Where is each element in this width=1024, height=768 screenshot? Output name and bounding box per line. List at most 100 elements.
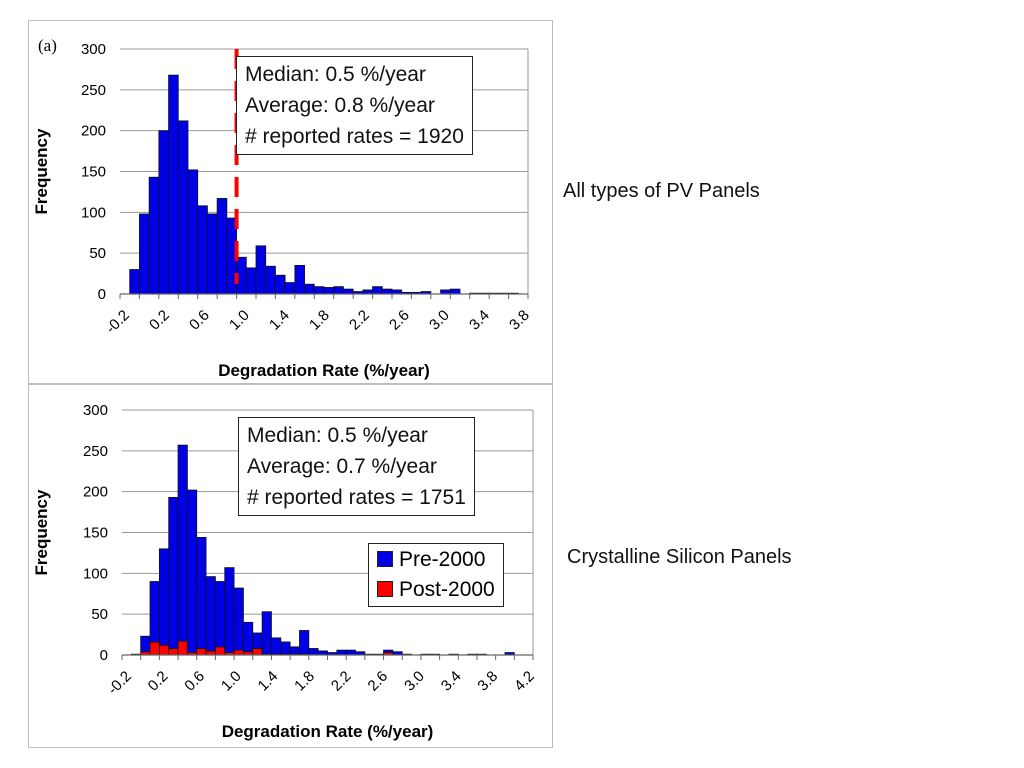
y-tick-label: 250 [83,443,108,460]
histogram-bar [333,286,344,295]
x-tick-label: 2.6 [386,307,413,334]
x-tick-label: 1.8 [291,668,318,695]
histogram-bar [149,641,160,656]
y-tick-label: 300 [81,41,106,58]
y-axis-label: Frequency [32,489,51,576]
bottom-count: # reported rates = 1751 [247,486,466,509]
y-tick-label: 0 [100,647,108,664]
histogram-bar [177,640,188,656]
legend-swatch-post [377,581,393,597]
top-stats-box: Median: 0.5 %/year Average: 0.8 %/year #… [236,56,473,155]
x-tick-label: 3.4 [466,307,493,334]
x-tick-label: 1.4 [266,307,293,334]
histogram-bar [449,288,461,295]
histogram-bar [343,288,354,295]
histogram-bar [205,576,216,652]
histogram-bar [245,267,257,295]
histogram-bar [224,567,235,653]
x-tick-label: 0.2 [145,668,172,695]
y-tick-label: 100 [81,204,106,221]
histogram-bar [372,286,383,295]
x-tick-label: 2.6 [365,668,392,695]
histogram-bar [216,198,228,295]
histogram-bar [323,287,335,295]
x-tick-label: 3.4 [438,668,465,695]
histogram-bar [148,176,160,295]
histogram-bar [140,635,151,653]
histogram-bar [381,288,393,295]
side-label-all: All types of PV Panels [563,180,760,202]
histogram-bar [336,649,347,656]
x-tick-label: -0.2 [105,668,135,698]
histogram-bar [284,282,296,295]
x-axis-label: Degradation Rate (%/year) [218,361,430,380]
histogram-bar [304,283,315,295]
histogram-bar [129,269,140,295]
histogram-bar [168,648,179,656]
x-tick-label: 1.4 [255,668,282,695]
histogram-bar [158,644,170,656]
x-axis-label: Degradation Rate (%/year) [222,722,434,741]
histogram-bar [233,587,244,651]
legend-swatch-pre [377,551,393,567]
histogram-bar [177,444,188,642]
y-tick-label: 100 [83,565,108,582]
panel-tag: (a) [38,36,57,55]
histogram-bar [345,649,356,656]
histogram-bar [362,289,373,295]
top-average: Average: 0.8 %/year [245,94,435,117]
x-tick-label: -0.2 [103,307,133,337]
histogram-bar [215,581,226,648]
y-tick-label: 150 [81,164,106,181]
x-tick-label: 0.6 [181,668,208,695]
legend-pre: Pre-2000 [377,545,495,575]
bottom-stats-box: Median: 0.5 %/year Average: 0.7 %/year #… [238,417,475,516]
histogram-bar [158,548,170,646]
histogram-bar [275,274,286,295]
histogram-bar [196,648,207,656]
top-panel [28,20,553,384]
bottom-panel [28,384,553,748]
y-tick-label: 200 [81,123,106,140]
histogram-bar [383,649,394,653]
histogram-bar [233,649,244,656]
top-count: # reported rates = 1920 [245,125,464,148]
histogram-bar [252,632,263,649]
y-tick-label: 250 [81,82,106,99]
y-tick-label: 50 [89,245,106,262]
side-label-csi: Crystalline Silicon Panels [567,546,792,568]
histogram-bar [207,213,218,295]
histogram-bar [255,245,267,295]
histogram-bar [197,205,208,295]
y-tick-label: 200 [83,484,108,501]
histogram-bar [168,74,179,295]
x-tick-label: 0.6 [186,307,213,334]
x-tick-label: 0.2 [146,307,173,334]
histogram-bar [289,646,300,655]
y-axis-label: Frequency [32,128,51,215]
histogram-bar [177,120,189,295]
histogram-bar [308,648,319,656]
x-tick-label: 2.2 [328,668,355,695]
legend: Pre-2000 Post-2000 [368,543,504,607]
x-tick-label: 1.0 [226,307,253,334]
y-tick-label: 300 [83,402,108,419]
histogram-bar [294,265,305,295]
top-median: Median: 0.5 %/year [245,63,426,86]
y-tick-label: 0 [98,286,106,303]
histogram-bar [158,130,169,295]
histogram-bar [265,265,276,295]
histogram-bar [271,637,282,655]
histogram-bar [391,289,403,295]
histogram-bar [252,648,263,656]
histogram-bar [280,641,291,655]
histogram-bar [313,286,325,295]
legend-post: Post-2000 [377,575,495,605]
histogram-bar [299,630,310,655]
x-tick-label: 3.8 [506,307,533,334]
histogram-bar [440,289,451,295]
histogram-bar [261,611,272,655]
histogram-bar [215,646,226,656]
histogram-bar [149,581,160,643]
